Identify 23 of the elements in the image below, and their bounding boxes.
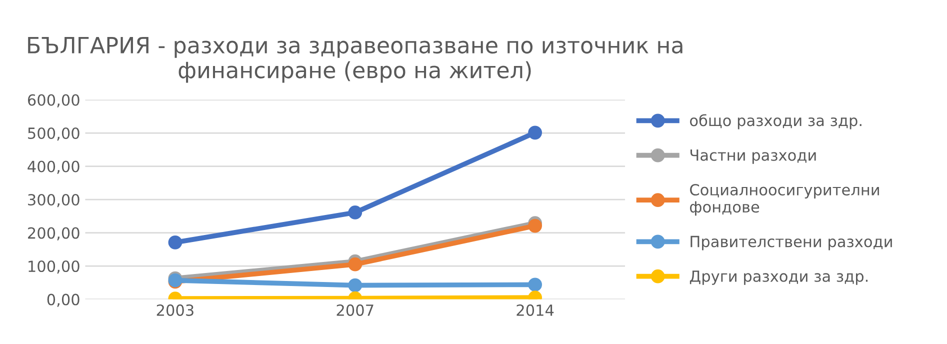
y-tick-label: 100,00 — [28, 260, 80, 274]
y-tick-label: 200,00 — [28, 227, 80, 240]
point — [528, 218, 542, 233]
point — [528, 126, 542, 140]
point — [348, 278, 362, 292]
point — [528, 278, 542, 292]
legend-label: Правителствени разходи — [690, 236, 892, 250]
y-tick-label: 400,00 — [28, 160, 80, 174]
x-tick-label: 2003 — [156, 304, 194, 316]
point — [168, 235, 182, 250]
x-tick-label: 2007 — [336, 304, 374, 316]
point — [348, 257, 362, 272]
y-tick-label: 600,00 — [28, 94, 80, 108]
legend-label: Социалноосигурителни фондове — [690, 184, 879, 216]
y-tick-label: 0,00 — [47, 294, 80, 307]
point — [348, 206, 362, 220]
legend-label: общо разходи за здр. — [690, 114, 862, 130]
y-tick-label: 300,00 — [28, 194, 80, 208]
x-tick-label: 2014 — [516, 304, 554, 316]
y-tick-label: 500,00 — [28, 127, 80, 141]
chart-title: БЪЛГАРИЯ - разходи за здравеопазване по източник на финансиране (евро на жител) — [28, 37, 682, 83]
legend-label: Други разходи за здр. — [690, 270, 868, 285]
legend-label: Частни разходи — [690, 150, 816, 164]
